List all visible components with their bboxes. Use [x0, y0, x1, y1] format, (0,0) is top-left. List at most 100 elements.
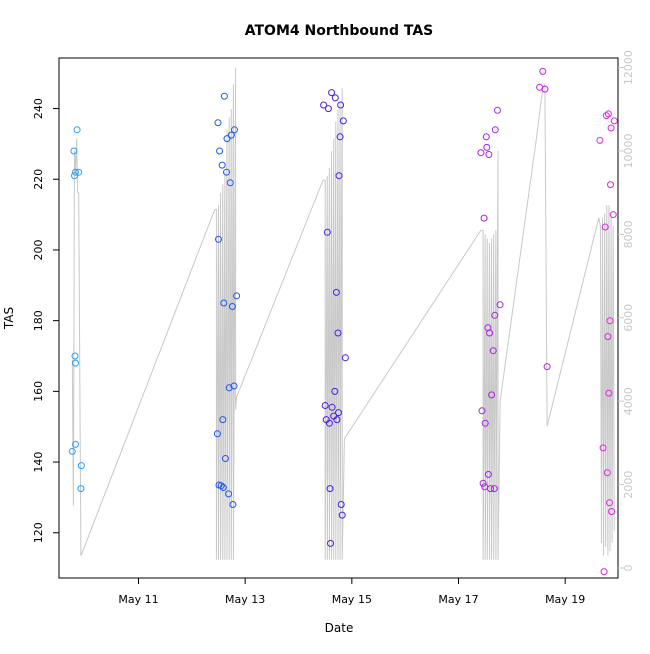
- right-y-tick-label: 0: [622, 565, 635, 572]
- scatter-point: [603, 469, 611, 477]
- scatter-point: [334, 329, 342, 337]
- scatter-point: [338, 511, 346, 519]
- scatter-point: [230, 382, 238, 390]
- scatter-point: [596, 136, 604, 144]
- scatter-point: [486, 329, 493, 337]
- chart-title: ATOM4 Northbound TAS: [245, 23, 434, 39]
- scatter-point: [489, 347, 497, 355]
- scatter-point: [77, 462, 85, 470]
- scatter-point: [491, 311, 499, 319]
- scatter-point: [494, 106, 501, 114]
- line-series: [71, 67, 615, 560]
- scatter-point: [233, 292, 241, 300]
- scatter-point: [231, 126, 238, 134]
- scatter-point: [219, 484, 227, 491]
- scatter-point: [481, 419, 489, 427]
- scatter-point: [226, 179, 234, 187]
- scatter-point: [68, 447, 76, 455]
- scatter-point: [488, 391, 496, 399]
- y-tick-label: 120: [32, 522, 45, 543]
- scatter-point: [331, 94, 339, 102]
- scatter-point: [491, 126, 499, 134]
- scatter-point: [607, 124, 615, 132]
- x-axis-label: Date: [325, 621, 354, 635]
- scatter-point: [71, 352, 79, 360]
- scatter-point: [228, 303, 236, 310]
- scatter-point: [225, 490, 233, 498]
- scatter-point: [336, 133, 344, 141]
- right-y-tick-label: 2000: [622, 471, 635, 499]
- scatter-point: [225, 384, 233, 392]
- scatter-point: [539, 67, 547, 75]
- scatter-point: [220, 92, 228, 100]
- right-y-tick-label: 8000: [622, 220, 635, 248]
- right-y-tick-label: 12000: [622, 50, 635, 85]
- scatter-point: [223, 135, 231, 143]
- scatter-point: [335, 172, 343, 180]
- scatter-point: [602, 112, 610, 120]
- scatter-point: [599, 444, 607, 452]
- scatter-point: [328, 403, 336, 411]
- scatter-point: [604, 110, 612, 118]
- scatter-point: [223, 168, 230, 176]
- scatter-point: [77, 485, 85, 493]
- y-tick-label: 200: [32, 240, 45, 261]
- scatter-point: [71, 172, 78, 180]
- x-tick-label: May 15: [332, 593, 372, 606]
- scatter-point: [72, 440, 79, 448]
- scatter-point: [323, 228, 331, 236]
- scatter-point: [606, 317, 614, 325]
- y-tick-label: 220: [32, 169, 45, 190]
- scatter-point: [216, 147, 224, 155]
- x-tick-label: May 17: [438, 593, 478, 606]
- x-tick-label: May 11: [118, 593, 158, 606]
- scatter-point: [477, 149, 485, 157]
- scatter-point: [483, 143, 491, 151]
- scatter-point: [604, 333, 612, 341]
- scatter-point: [482, 133, 490, 141]
- scatter-point: [220, 299, 228, 307]
- scatter-point: [541, 85, 549, 93]
- scatter-point: [601, 223, 609, 231]
- scatter-point: [325, 419, 333, 427]
- scatter-point: [214, 119, 222, 127]
- scatter-point: [229, 501, 237, 508]
- scatter-point: [487, 485, 494, 493]
- y-tick-label: 140: [32, 452, 45, 473]
- scatter-point: [227, 131, 235, 139]
- plot-layer: 120 140 160 180 200 220 240 0 2000 4000 6000 8000 10…: [32, 50, 635, 606]
- x-tick-label: May 13: [225, 593, 265, 606]
- right-y-tick-label: 6000: [622, 304, 635, 332]
- scatter-point: [335, 409, 342, 417]
- scatter-point: [333, 416, 341, 424]
- scatter-point: [72, 168, 79, 176]
- scatter-point: [219, 416, 227, 424]
- scatter-point: [332, 288, 340, 296]
- scatter-point: [326, 485, 334, 493]
- scatter-point: [337, 101, 345, 109]
- y-tick-label: 160: [32, 381, 45, 402]
- scatter-point: [75, 168, 83, 176]
- scatter-point: [478, 407, 486, 415]
- scatter-point: [484, 470, 492, 478]
- scatter-point: [496, 301, 504, 309]
- scatter-point: [321, 402, 329, 409]
- scatter-point: [213, 430, 221, 438]
- scatter-point: [324, 105, 332, 113]
- scatter-point: [73, 126, 81, 134]
- x-tick-label: May 19: [545, 593, 585, 606]
- scatter-point: [600, 568, 608, 576]
- y-tick-label: 240: [32, 98, 45, 119]
- scatter-point: [485, 151, 493, 158]
- scatter-point: [606, 499, 613, 507]
- scatter-point: [341, 354, 349, 362]
- scatter-point: [480, 214, 488, 222]
- scatter-point: [490, 485, 498, 493]
- y-axis-label: TAS: [2, 307, 16, 330]
- scatter-point: [217, 482, 225, 490]
- scatter-point: [327, 539, 334, 547]
- scatter-point: [218, 161, 226, 169]
- scatter-point: [605, 389, 613, 397]
- scatter-point: [70, 147, 78, 155]
